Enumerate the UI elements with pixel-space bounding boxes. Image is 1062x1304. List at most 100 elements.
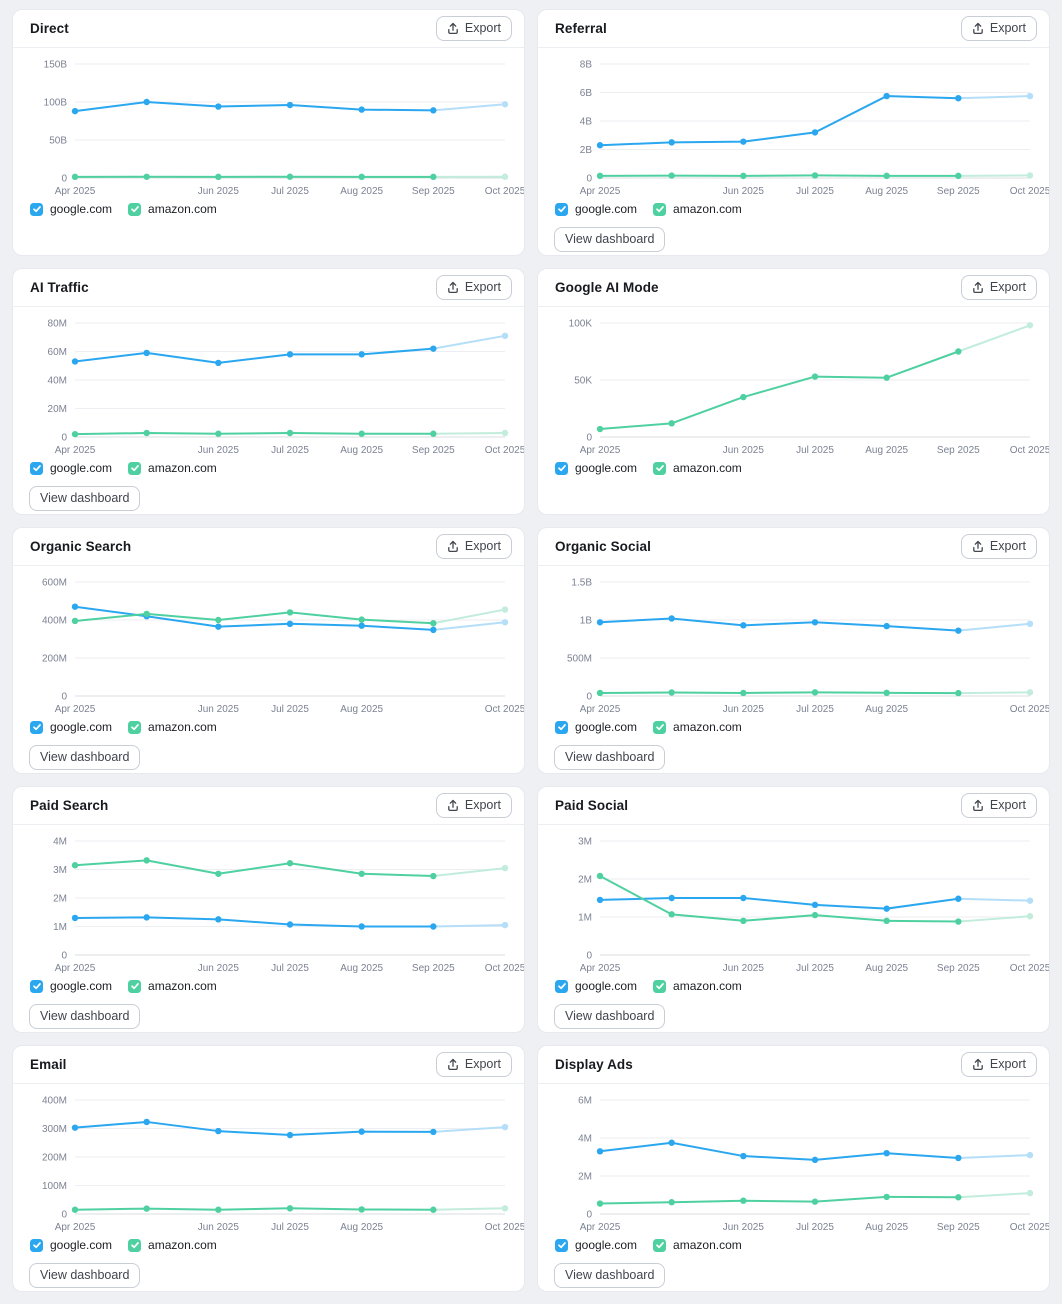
legend-checkbox-google-com[interactable]: google.com [30,461,112,475]
view-dashboard-button[interactable]: View dashboard [554,1263,666,1288]
legend-checkbox-google-com[interactable]: google.com [30,202,112,216]
svg-text:Aug 2025: Aug 2025 [865,1222,908,1233]
export-button-label: Export [989,798,1026,812]
traffic-channel-card-paid-search: Paid Search Export 4M 3M 2M 1M 0 Apr 2025 Jun … [12,786,525,1033]
svg-text:Oct 2025: Oct 2025 [1010,704,1050,715]
export-button[interactable]: Export [435,534,512,559]
legend-label: google.com [50,461,113,475]
chart-legend: google.com amazon.com [554,202,1033,216]
traffic-channel-card-paid-social: Paid Social Export 3M 2M 1M 0 Apr 2025 Jun 20… [537,786,1050,1033]
legend-label: amazon.com [673,979,742,993]
legend-label: amazon.com [673,461,742,475]
svg-text:Jul 2025: Jul 2025 [796,186,834,197]
card-title: Email [30,1057,67,1072]
legend-checkbox-amazon-com[interactable]: amazon.com [653,202,742,216]
svg-text:Jul 2025: Jul 2025 [271,186,309,197]
view-dashboard-button[interactable]: View dashboard [554,745,666,770]
checkbox-checked-icon [30,1238,43,1252]
svg-text:Oct 2025: Oct 2025 [1010,445,1050,456]
svg-text:Apr 2025: Apr 2025 [55,963,96,974]
svg-text:Aug 2025: Aug 2025 [340,963,383,974]
svg-text:400M: 400M [42,1096,67,1107]
legend-checkbox-amazon-com[interactable]: amazon.com [653,1238,742,1252]
view-dashboard-label: View dashboard [565,1268,655,1282]
export-button[interactable]: Export [435,793,512,818]
legend-checkbox-google-com[interactable]: google.com [555,461,637,475]
card-header: Email Export [13,1046,524,1084]
view-dashboard-button[interactable]: View dashboard [29,745,141,770]
export-button[interactable]: Export [435,16,512,41]
checkbox-checked-icon [653,461,667,475]
view-dashboard-label: View dashboard [40,1009,130,1023]
legend-checkbox-amazon-com[interactable]: amazon.com [128,979,217,993]
svg-text:Apr 2025: Apr 2025 [55,445,96,456]
legend-checkbox-amazon-com[interactable]: amazon.com [653,461,742,475]
export-button[interactable]: Export [435,275,512,300]
svg-text:0: 0 [61,951,67,962]
view-dashboard-button[interactable]: View dashboard [554,227,666,252]
chart-legend: google.com amazon.com [29,720,508,734]
checkbox-checked-icon [30,979,43,993]
legend-checkbox-amazon-com[interactable]: amazon.com [653,979,742,993]
card-body: 100K 50K 0 Apr 2025 Jun 2025 Jul 2025 Aug 2025… [538,307,1049,514]
view-dashboard-label: View dashboard [40,491,130,505]
svg-text:Apr 2025: Apr 2025 [55,186,96,197]
export-icon [447,799,459,812]
export-icon [447,281,459,294]
legend-checkbox-amazon-com[interactable]: amazon.com [128,202,217,216]
card-body: 600M 400M 200M 0 Apr 2025 Jun 2025 Jul 2025 Aug… [13,566,524,773]
export-button[interactable]: Export [435,1052,512,1077]
export-button[interactable]: Export [960,16,1037,41]
view-dashboard-button[interactable]: View dashboard [29,1004,141,1029]
checkbox-checked-icon [128,1238,142,1252]
card-body: 80M 60M 40M 20M 0 Apr 2025 Jun 2025 Jul 2025 Aug… [13,307,524,514]
view-dashboard-label: View dashboard [565,750,655,764]
export-button-label: Export [464,21,501,35]
export-button[interactable]: Export [960,275,1037,300]
export-icon [972,22,984,35]
svg-text:0: 0 [61,692,67,703]
export-button[interactable]: Export [960,534,1037,559]
legend-label: amazon.com [673,1238,742,1252]
legend-label: google.com [50,720,113,734]
svg-text:0: 0 [586,1210,592,1221]
legend-label: google.com [575,202,638,216]
legend-checkbox-google-com[interactable]: google.com [555,202,637,216]
card-title: Display Ads [555,1057,633,1072]
svg-text:4M: 4M [53,837,67,848]
legend-checkbox-google-com[interactable]: google.com [555,1238,637,1252]
svg-text:600M: 600M [42,578,67,589]
legend-checkbox-google-com[interactable]: google.com [555,720,637,734]
legend-label: amazon.com [148,1238,217,1252]
legend-checkbox-amazon-com[interactable]: amazon.com [653,720,742,734]
view-dashboard-button[interactable]: View dashboard [29,486,141,511]
legend-checkbox-amazon-com[interactable]: amazon.com [128,1238,217,1252]
svg-text:Aug 2025: Aug 2025 [865,704,908,715]
legend-checkbox-amazon-com[interactable]: amazon.com [128,720,217,734]
view-dashboard-row: View dashboard [29,745,508,770]
view-dashboard-button[interactable]: View dashboard [554,1004,666,1029]
export-button[interactable]: Export [960,1052,1037,1077]
svg-text:8B: 8B [580,60,593,71]
legend-checkbox-google-com[interactable]: google.com [30,1238,112,1252]
legend-checkbox-google-com[interactable]: google.com [30,720,112,734]
svg-text:0: 0 [586,174,592,185]
export-button[interactable]: Export [960,793,1037,818]
svg-text:Oct 2025: Oct 2025 [485,704,525,715]
svg-text:400M: 400M [42,616,67,627]
svg-text:6B: 6B [580,88,593,99]
svg-text:4B: 4B [580,117,593,128]
checkbox-checked-icon [30,461,43,475]
view-dashboard-row: View dashboard [29,1263,508,1288]
view-dashboard-button[interactable]: View dashboard [29,1263,141,1288]
legend-checkbox-google-com[interactable]: google.com [555,979,637,993]
legend-checkbox-amazon-com[interactable]: amazon.com [128,461,217,475]
svg-text:Jun 2025: Jun 2025 [198,186,240,197]
svg-text:2B: 2B [580,145,593,156]
legend-checkbox-google-com[interactable]: google.com [30,979,112,993]
svg-text:1M: 1M [578,913,592,924]
export-icon [972,281,984,294]
